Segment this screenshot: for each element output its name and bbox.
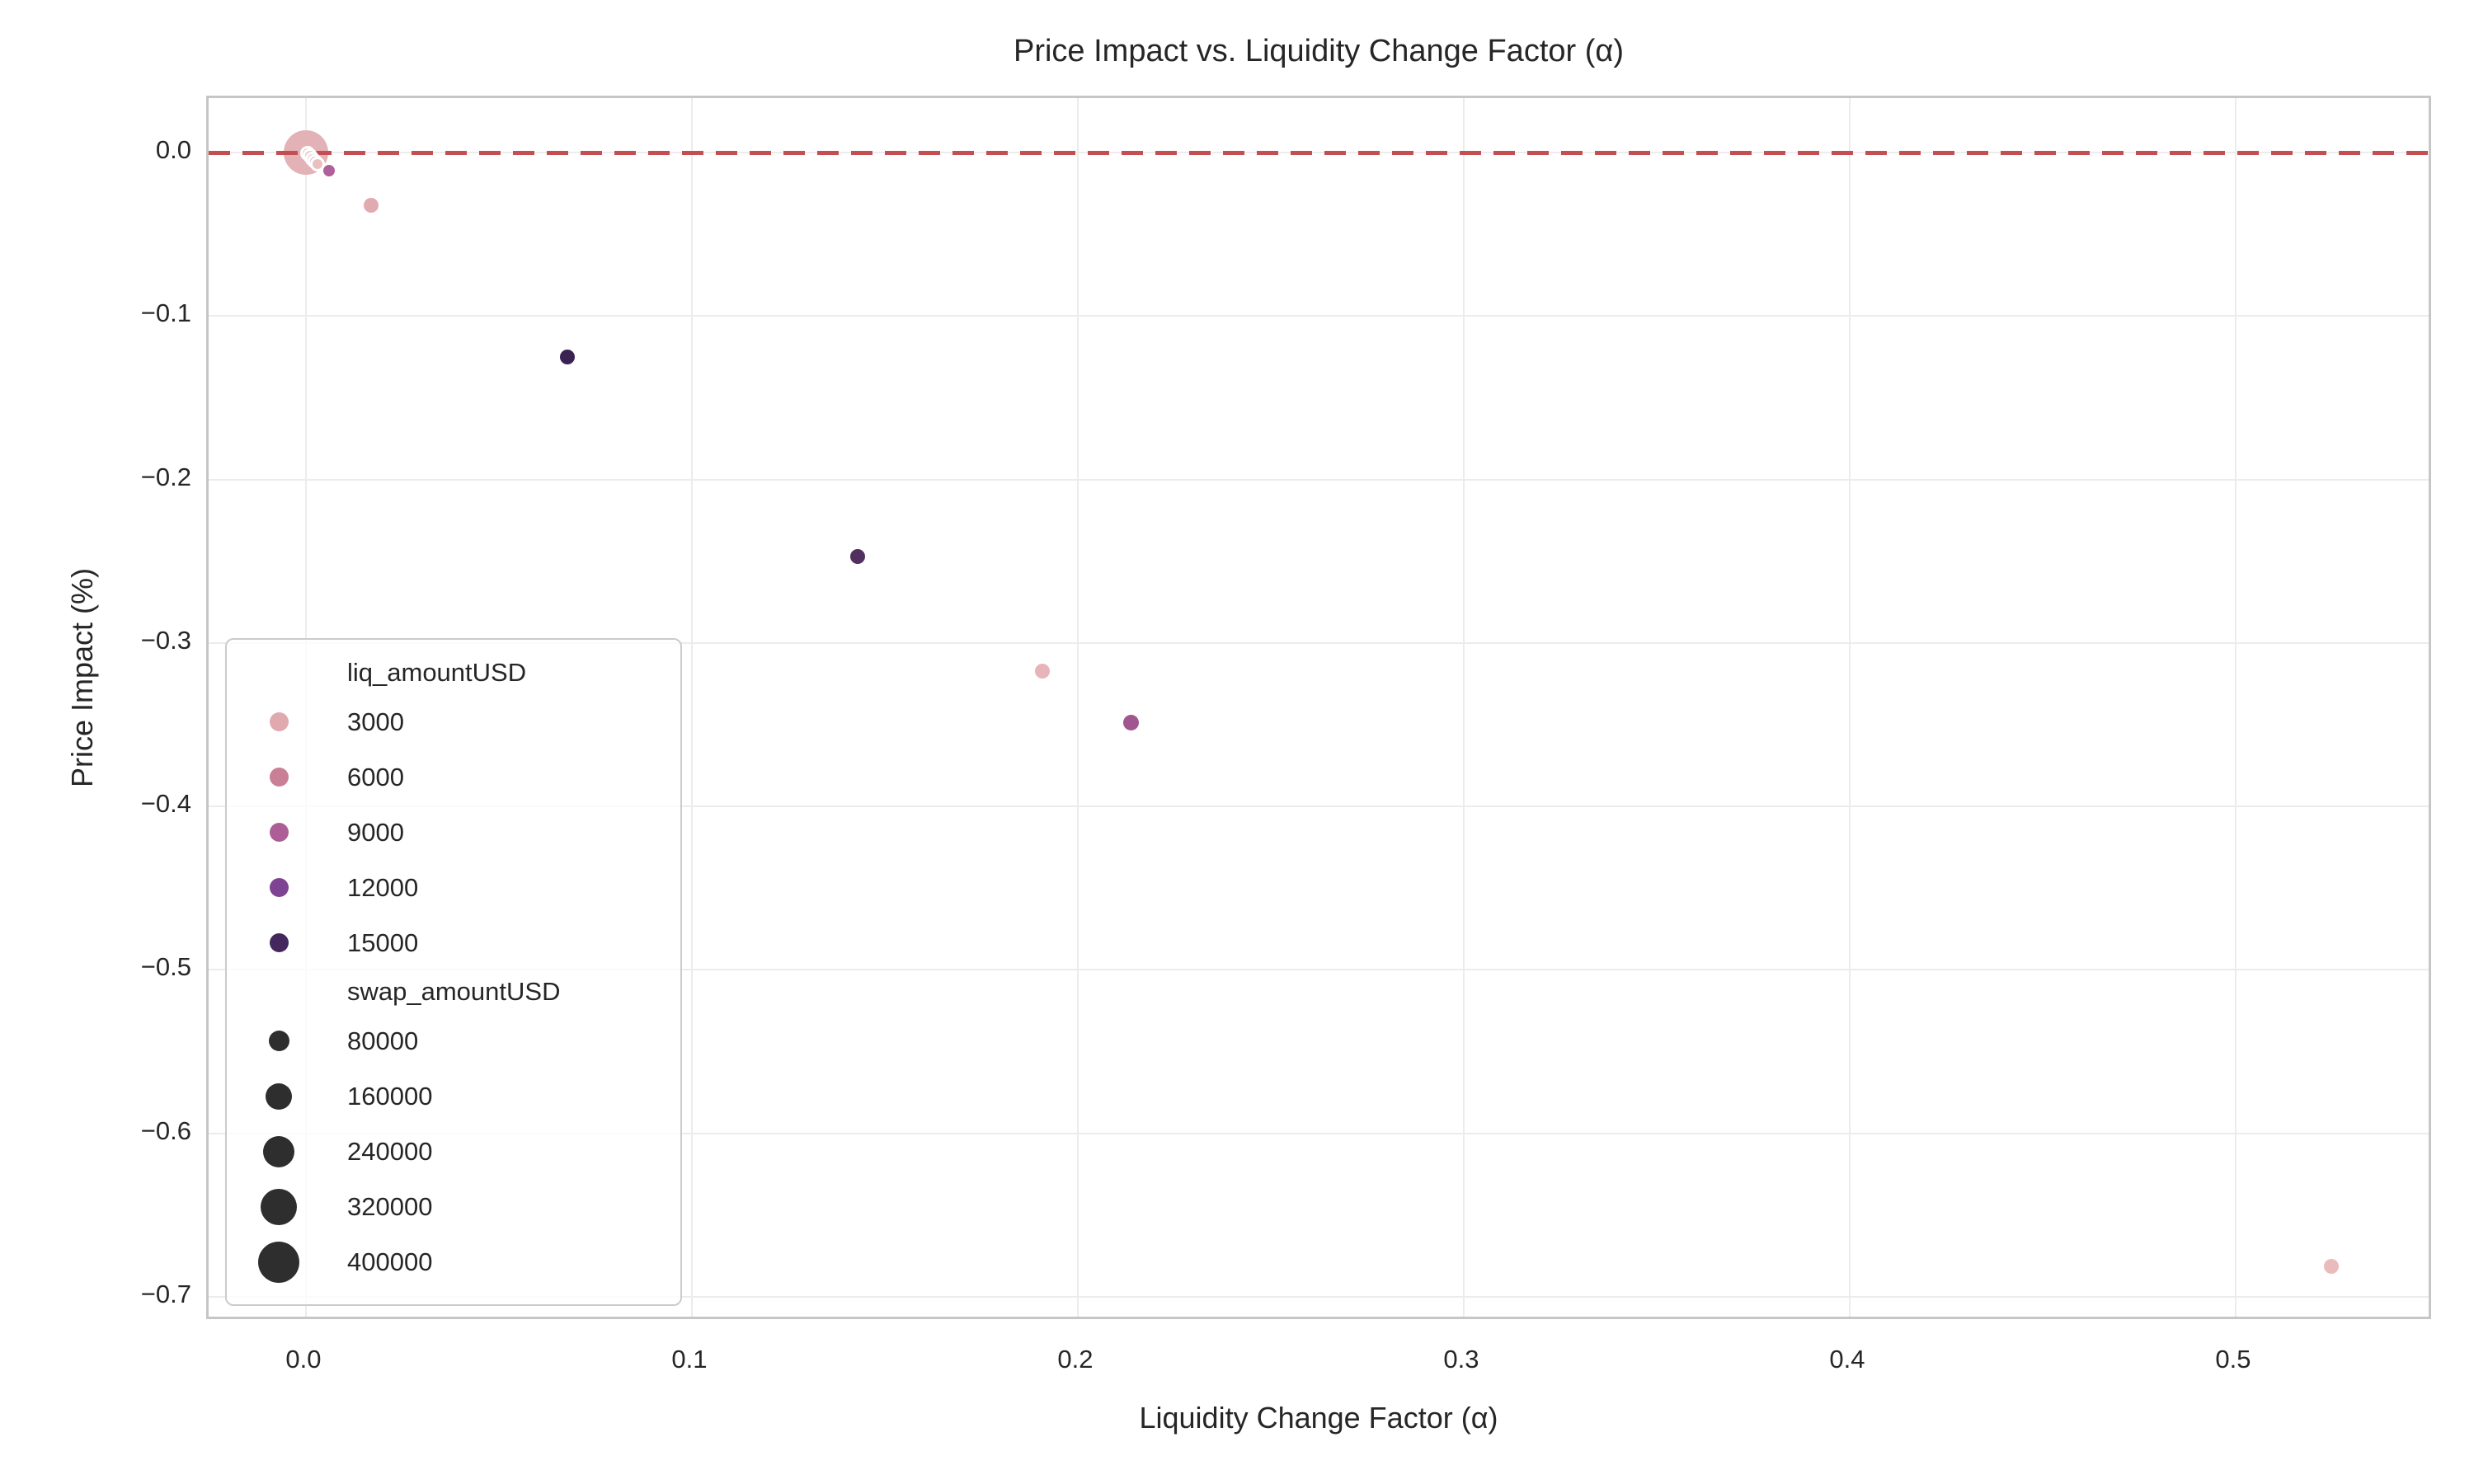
legend-hue-row: 12000	[227, 860, 680, 915]
legend-size-label: 320000	[347, 1191, 433, 1221]
legend-swatch-cell	[243, 878, 314, 897]
legend-hue-label: 6000	[347, 762, 404, 791]
y-tick-label: −0.2	[140, 462, 191, 491]
y-tick-label: 0.0	[155, 135, 191, 165]
legend-swatch-cell	[243, 1188, 314, 1225]
zero-reference-line	[209, 150, 2429, 155]
legend-swatch-cell	[243, 1031, 314, 1051]
legend-size-row: 80000	[227, 1013, 680, 1068]
y-tick-label: −0.5	[140, 952, 191, 982]
x-tick-label: 0.4	[1829, 1345, 1865, 1374]
legend-size-label: 400000	[347, 1247, 433, 1276]
legend-swatch-cell	[243, 1082, 314, 1110]
x-gridline	[2234, 98, 2236, 1317]
x-gridline	[690, 98, 693, 1317]
legend-size-row: 400000	[227, 1234, 680, 1289]
legend-size-swatch	[263, 1135, 294, 1167]
legend-swatch-cell	[243, 1241, 314, 1283]
legend-hue-rows: 3000 6000 9000 12000 15000	[227, 694, 680, 970]
scatter-point	[559, 350, 575, 365]
legend-hue-label: 12000	[347, 872, 419, 902]
x-tick-label: 0.5	[2215, 1345, 2251, 1374]
legend-size-swatch	[266, 1082, 292, 1110]
legend-hue-swatch	[269, 933, 289, 952]
legend-size-row: 240000	[227, 1124, 680, 1179]
x-gridline	[1076, 98, 1079, 1317]
y-gridline	[209, 969, 2429, 971]
chart-title: Price Impact vs. Liquidity Change Factor…	[1013, 34, 1625, 68]
legend-hue-title: liq_amountUSD	[347, 658, 527, 687]
x-gridline	[1462, 98, 1465, 1317]
legend-size-swatch	[261, 1188, 297, 1225]
legend-size-swatch	[268, 1031, 289, 1051]
x-tick-label: 0.3	[1443, 1345, 1479, 1374]
y-tick-label: −0.6	[140, 1115, 191, 1145]
x-tick-label: 0.0	[285, 1345, 322, 1374]
legend-swatch-cell	[243, 768, 314, 787]
legend-hue-swatch	[269, 712, 289, 731]
legend-swatch-cell	[243, 933, 314, 952]
y-tick-label: −0.1	[140, 298, 191, 328]
legend-hue-label: 3000	[347, 707, 404, 736]
y-gridline	[209, 315, 2429, 317]
y-tick-label: −0.3	[140, 625, 191, 655]
y-gridline	[209, 478, 2429, 481]
legend-swatch-cell	[243, 1135, 314, 1167]
legend-swatch-cell	[243, 823, 314, 842]
y-gridline	[209, 805, 2429, 808]
y-gridline	[209, 641, 2429, 644]
scatter-point	[1034, 663, 1050, 679]
x-tick-label: 0.1	[671, 1345, 708, 1374]
legend-hue-swatch	[269, 768, 289, 787]
x-tick-label: 0.2	[1057, 1345, 1094, 1374]
legend-size-row: 160000	[227, 1068, 680, 1124]
y-gridline	[209, 1296, 2429, 1298]
legend-size-label: 160000	[347, 1081, 433, 1111]
legend-hue-row: 9000	[227, 805, 680, 860]
legend-size-row: 320000	[227, 1179, 680, 1234]
legend-hue-row: 6000	[227, 749, 680, 805]
x-axis-label: Liquidity Change Factor (α)	[1139, 1401, 1498, 1435]
legend-hue-swatch	[269, 823, 289, 842]
legend-swatch-cell	[243, 712, 314, 731]
x-gridline	[1848, 98, 1851, 1317]
scatter-point	[364, 198, 379, 214]
scatter-point	[1123, 715, 1140, 731]
legend: liq_amountUSD 3000 6000 9000 12000 15000 swa…	[225, 638, 682, 1306]
scatter-point	[850, 548, 866, 564]
y-tick-label: −0.7	[140, 1280, 191, 1309]
legend-size-label: 240000	[347, 1136, 433, 1166]
legend-hue-swatch	[269, 878, 289, 897]
legend-size-title: swap_amountUSD	[347, 977, 561, 1006]
y-axis-label: Price Impact (%)	[65, 567, 99, 788]
scatter-point	[2323, 1258, 2339, 1274]
scatter-point	[321, 162, 338, 179]
legend-size-label: 80000	[347, 1026, 419, 1055]
legend-hue-label: 15000	[347, 928, 419, 957]
legend-hue-row: 3000	[227, 694, 680, 749]
legend-hue-row: 15000	[227, 915, 680, 970]
legend-size-swatch	[258, 1241, 299, 1283]
legend-size-rows: 80000 160000 240000 320000 400000	[227, 1013, 680, 1289]
y-tick-label: −0.4	[140, 789, 191, 819]
legend-hue-label: 9000	[347, 817, 404, 847]
y-gridline	[209, 1132, 2429, 1134]
